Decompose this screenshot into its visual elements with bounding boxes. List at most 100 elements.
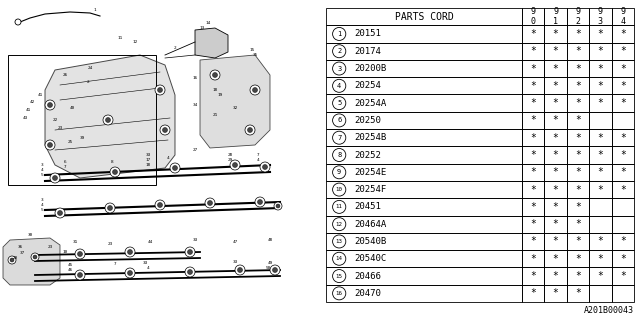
Text: *: *	[620, 254, 626, 264]
Bar	[567, 233, 589, 250]
Circle shape	[127, 270, 132, 276]
Bar	[522, 77, 545, 94]
Text: 20252: 20252	[355, 150, 381, 159]
Circle shape	[45, 140, 55, 150]
Text: 33: 33	[232, 260, 237, 264]
Bar	[545, 285, 567, 302]
Text: *: *	[597, 64, 604, 74]
Text: 13: 13	[200, 26, 205, 30]
Text: 25: 25	[67, 140, 72, 144]
Text: *: *	[553, 81, 559, 91]
Circle shape	[125, 268, 135, 278]
Bar	[326, 25, 522, 43]
Bar	[545, 268, 567, 285]
Text: 8: 8	[337, 152, 341, 158]
Text: *: *	[575, 150, 581, 160]
Text: *: *	[620, 64, 626, 74]
Text: *: *	[531, 167, 536, 177]
Circle shape	[333, 148, 346, 162]
Text: *: *	[531, 29, 536, 39]
Text: 4: 4	[41, 168, 44, 172]
Circle shape	[47, 142, 52, 148]
Text: 33: 33	[193, 238, 198, 242]
Text: 4: 4	[41, 203, 44, 207]
Text: 46: 46	[67, 268, 72, 272]
Bar	[522, 129, 545, 146]
Circle shape	[185, 247, 195, 257]
Bar	[567, 60, 589, 77]
Text: 41: 41	[37, 93, 43, 97]
Bar	[589, 25, 612, 43]
Circle shape	[210, 70, 220, 80]
Circle shape	[45, 100, 55, 110]
Bar	[522, 43, 545, 60]
Bar	[612, 43, 634, 60]
Bar	[522, 216, 545, 233]
Text: *: *	[553, 254, 559, 264]
Bar	[326, 164, 522, 181]
Bar	[522, 250, 545, 268]
Text: *: *	[597, 185, 604, 195]
Text: 6: 6	[64, 160, 67, 164]
Bar	[522, 285, 545, 302]
Text: *: *	[553, 46, 559, 56]
Circle shape	[55, 208, 65, 218]
Circle shape	[253, 87, 257, 92]
Text: 9: 9	[337, 169, 341, 175]
Text: 33: 33	[142, 261, 148, 265]
Bar	[612, 146, 634, 164]
Text: 5: 5	[41, 208, 44, 212]
Circle shape	[270, 265, 280, 275]
Circle shape	[333, 166, 346, 179]
Bar	[522, 146, 545, 164]
Text: 26: 26	[62, 73, 68, 77]
Bar	[545, 8, 567, 25]
Circle shape	[108, 205, 113, 211]
Text: *: *	[531, 116, 536, 125]
Text: *: *	[553, 219, 559, 229]
Text: 9
0: 9 0	[531, 7, 536, 26]
Text: *: *	[597, 167, 604, 177]
Bar	[589, 112, 612, 129]
Circle shape	[105, 203, 115, 213]
Text: 33: 33	[145, 153, 150, 157]
Text: *: *	[597, 81, 604, 91]
Circle shape	[157, 203, 163, 207]
Bar	[612, 250, 634, 268]
Text: 1: 1	[337, 31, 341, 37]
Text: *: *	[553, 150, 559, 160]
Text: 27: 27	[193, 148, 198, 152]
Bar	[326, 43, 522, 60]
Text: *: *	[575, 81, 581, 91]
Circle shape	[235, 265, 245, 275]
Text: 32: 32	[232, 106, 237, 110]
Text: 39: 39	[79, 136, 84, 140]
Circle shape	[205, 198, 215, 208]
Text: 7: 7	[257, 153, 259, 157]
Bar	[589, 285, 612, 302]
Circle shape	[333, 45, 346, 58]
Circle shape	[257, 199, 262, 204]
Bar	[567, 164, 589, 181]
Circle shape	[31, 253, 39, 261]
Bar	[589, 233, 612, 250]
Text: *: *	[553, 202, 559, 212]
Bar	[612, 94, 634, 112]
Text: *: *	[553, 116, 559, 125]
Bar	[545, 43, 567, 60]
Text: 20254F: 20254F	[355, 185, 387, 194]
Bar	[326, 112, 522, 129]
Text: *: *	[531, 236, 536, 246]
Text: *: *	[575, 271, 581, 281]
Bar	[589, 77, 612, 94]
Circle shape	[77, 273, 83, 277]
Text: *: *	[597, 98, 604, 108]
Circle shape	[232, 163, 237, 167]
Circle shape	[75, 249, 85, 259]
Bar	[612, 216, 634, 233]
Bar	[612, 181, 634, 198]
Circle shape	[333, 131, 346, 144]
Text: 43: 43	[22, 116, 28, 120]
Circle shape	[260, 162, 270, 172]
Circle shape	[274, 202, 282, 210]
